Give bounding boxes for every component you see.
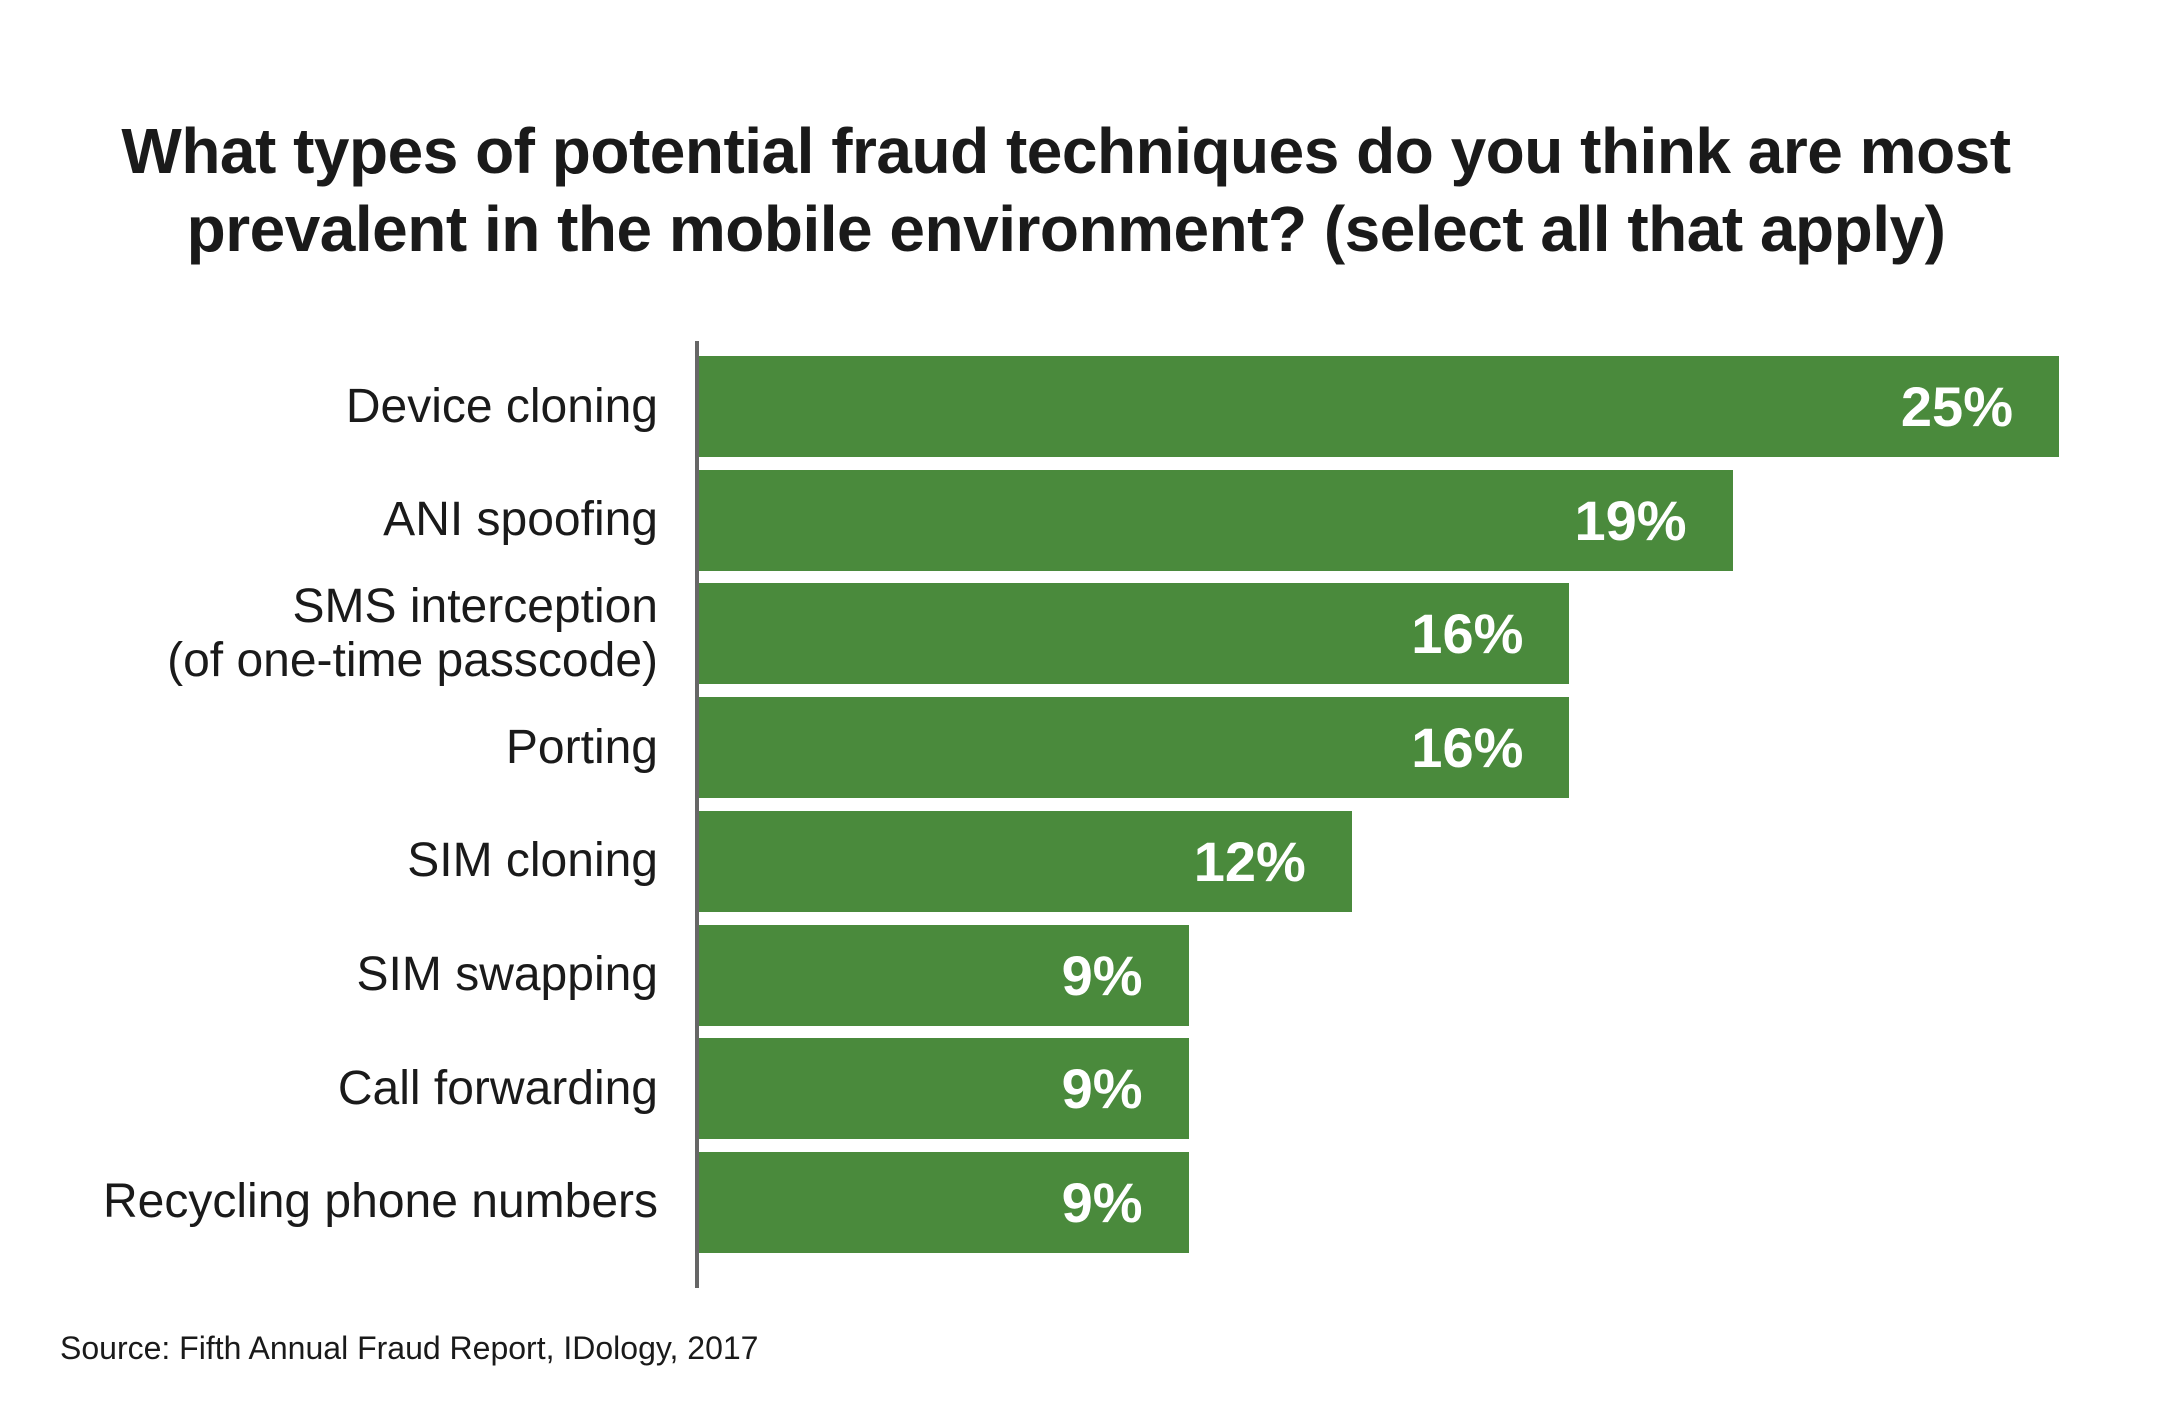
category-label-line: Recycling phone numbers: [103, 1175, 658, 1229]
chart-title-line-1: What types of potential fraud techniques…: [121, 115, 2011, 187]
bar-row: SIM cloning 12%: [0, 810, 2168, 912]
bar: 25%: [699, 356, 2059, 457]
category-label-line: SIM cloning: [407, 834, 658, 888]
value-label: 16%: [1411, 602, 1524, 666]
category-label-line: Device cloning: [345, 379, 658, 433]
value-label: 16%: [1411, 716, 1524, 780]
value-label: 12%: [1193, 829, 1306, 893]
category-label-line: Porting: [505, 720, 658, 774]
category-label: Device cloning: [346, 356, 658, 457]
bar-row: Call forwarding 9%: [0, 1038, 2168, 1140]
bar: 16%: [699, 583, 1570, 685]
bar-row: Porting 16%: [0, 697, 2168, 799]
value-label: 9%: [1061, 1057, 1143, 1121]
value-label: 9%: [1061, 1170, 1143, 1234]
chart-title-line-2: prevalent in the mobile environment? (se…: [186, 193, 1946, 265]
bar-row: SIM swapping 9%: [0, 924, 2168, 1026]
category-label: Recycling phone numbers: [103, 1152, 658, 1253]
category-label-line: SIM swapping: [356, 948, 658, 1001]
value-label: 9%: [1061, 943, 1143, 1007]
bar: 9%: [699, 1038, 1189, 1140]
chart-title: What types of potential fraud techniques…: [0, 112, 2132, 268]
bar: 12%: [699, 810, 1352, 912]
category-label: SIM swapping: [357, 925, 658, 1026]
category-label: Porting: [506, 697, 658, 798]
category-label-line: (of one-time passcode): [167, 633, 658, 687]
category-label: SIM cloning: [407, 811, 658, 912]
value-label: 25%: [1900, 375, 2013, 438]
y-axis-line: [695, 341, 699, 1288]
value-label: 19%: [1574, 488, 1687, 552]
bar: 16%: [699, 697, 1570, 799]
bar-row: Recycling phone numbers 9%: [0, 1151, 2168, 1253]
bar: 9%: [699, 1151, 1189, 1253]
category-label: SMS interception (of one-time passcode): [167, 579, 658, 687]
source-note: Source: Fifth Annual Fraud Report, IDolo…: [60, 1330, 759, 1366]
bar-row: Device cloning 25%: [0, 356, 2168, 457]
bar-row: SMS interception (of one-time passcode) 16…: [0, 579, 2168, 687]
category-label-line: ANI spoofing: [383, 493, 658, 547]
bar: 19%: [699, 469, 1733, 571]
category-label: Call forwarding: [338, 1038, 658, 1139]
bar-row: ANI spoofing 19%: [0, 469, 2168, 571]
category-label-line: SMS interception: [292, 579, 658, 633]
category-label-line: Call forwarding: [337, 1061, 658, 1115]
bar: 9%: [699, 924, 1189, 1026]
category-label: ANI spoofing: [383, 470, 658, 571]
